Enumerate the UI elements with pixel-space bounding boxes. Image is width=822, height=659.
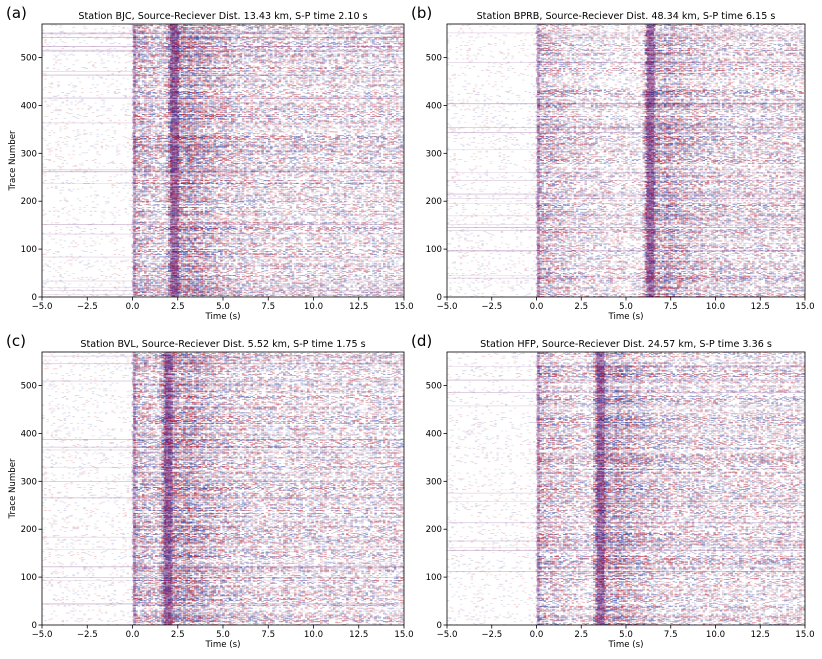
panel-0: −5.0 −2.5 0.0 2.5 5.0 7.5 10.0 12.5 15.0 0 100 200 3…	[6, 4, 414, 322]
x-tick-label: 12.5	[349, 302, 368, 312]
panel-title: Station BJC, Source-Reciever Dist. 13.43…	[78, 11, 367, 22]
y-tick-label: 300	[21, 149, 37, 159]
panel-label: (b)	[411, 4, 432, 22]
y-tick-label: 500	[21, 54, 37, 64]
x-tick-label: −5.0	[437, 630, 458, 640]
x-tick-label: 10.0	[706, 630, 725, 640]
y-tick-label: 200	[426, 525, 442, 535]
x-tick-label: 5.0	[619, 630, 633, 640]
x-tick-label: −2.5	[77, 302, 98, 312]
panel-title: Station BVL, Source-Reciever Dist. 5.52 …	[80, 339, 365, 350]
y-tick-label: 300	[426, 149, 442, 159]
panel-label: (a)	[6, 4, 27, 22]
seismogram-image	[42, 24, 405, 297]
x-tick-label: −5.0	[32, 630, 53, 640]
y-axis-label: Trace Number	[8, 458, 18, 520]
y-tick-label: 500	[426, 382, 442, 392]
x-tick-label: 0.0	[530, 302, 544, 312]
y-tick-label: 300	[21, 477, 37, 487]
x-tick-label: 10.0	[706, 302, 725, 312]
x-tick-label: 2.5	[171, 630, 185, 640]
x-tick-label: 7.5	[261, 630, 275, 640]
y-tick-label: 400	[21, 429, 37, 439]
y-tick-label: 300	[426, 477, 442, 487]
seismogram-image	[42, 352, 405, 625]
x-tick-label: 0.0	[530, 630, 544, 640]
x-tick-label: 2.5	[574, 302, 588, 312]
y-tick-label: 100	[21, 245, 37, 255]
x-tick-label: 7.5	[261, 302, 275, 312]
x-tick-label: 2.5	[574, 630, 588, 640]
y-tick-label: 0	[32, 293, 37, 303]
x-tick-label: 10.0	[304, 302, 323, 312]
x-tick-label: 5.0	[216, 630, 230, 640]
x-tick-label: 5.0	[216, 302, 230, 312]
panel-label: (c)	[6, 332, 26, 350]
x-tick-label: 0.0	[126, 630, 140, 640]
x-tick-label: −5.0	[32, 302, 53, 312]
y-tick-label: 200	[21, 525, 37, 535]
y-tick-label: 400	[21, 101, 37, 111]
x-tick-label: 15.0	[795, 302, 814, 312]
y-tick-label: 0	[437, 293, 442, 303]
x-tick-label: 15.0	[394, 302, 413, 312]
y-tick-label: 500	[426, 54, 442, 64]
y-tick-label: 500	[21, 382, 37, 392]
x-tick-label: 12.5	[751, 630, 770, 640]
x-axis-label: Time (s)	[608, 640, 644, 650]
y-tick-label: 0	[32, 621, 37, 631]
panel-title: Station HFP, Source-Reciever Dist. 24.57…	[480, 339, 772, 350]
x-tick-label: 7.5	[664, 302, 678, 312]
panel-1: −5.0 −2.5 0.0 2.5 5.0 7.5 10.0 12.5 15.0 0 100 200 3…	[411, 4, 815, 322]
y-tick-label: 200	[21, 197, 37, 207]
x-axis-label: Time (s)	[205, 312, 241, 322]
x-tick-label: 7.5	[664, 630, 678, 640]
y-tick-label: 400	[426, 101, 442, 111]
panel-title: Station BPRB, Source-Reciever Dist. 48.3…	[477, 11, 776, 22]
panel-label: (d)	[411, 332, 432, 350]
y-tick-label: 200	[426, 197, 442, 207]
x-tick-label: 12.5	[349, 630, 368, 640]
x-axis-label: Time (s)	[205, 640, 241, 650]
x-tick-label: 15.0	[394, 630, 413, 640]
x-tick-label: 10.0	[304, 630, 323, 640]
x-tick-label: −5.0	[437, 302, 458, 312]
x-tick-label: 5.0	[619, 302, 633, 312]
y-tick-label: 400	[426, 429, 442, 439]
y-tick-label: 0	[437, 621, 442, 631]
y-tick-label: 100	[426, 245, 442, 255]
y-axis-label: Trace Number	[8, 130, 18, 192]
x-tick-label: 2.5	[171, 302, 185, 312]
x-tick-label: −2.5	[481, 630, 502, 640]
y-tick-label: 100	[21, 573, 37, 583]
x-tick-label: 12.5	[751, 302, 770, 312]
x-tick-label: 15.0	[795, 630, 814, 640]
seismogram-image	[447, 24, 806, 297]
y-tick-label: 100	[426, 573, 442, 583]
panel-2: −5.0 −2.5 0.0 2.5 5.0 7.5 10.0 12.5 15.0 0 100 200 3…	[6, 332, 414, 650]
x-tick-label: 0.0	[126, 302, 140, 312]
seismogram-image	[447, 352, 806, 625]
x-tick-label: −2.5	[77, 630, 98, 640]
x-axis-label: Time (s)	[608, 312, 644, 322]
panel-3: −5.0 −2.5 0.0 2.5 5.0 7.5 10.0 12.5 15.0 0 100 200 3…	[411, 332, 815, 650]
x-tick-label: −2.5	[481, 302, 502, 312]
